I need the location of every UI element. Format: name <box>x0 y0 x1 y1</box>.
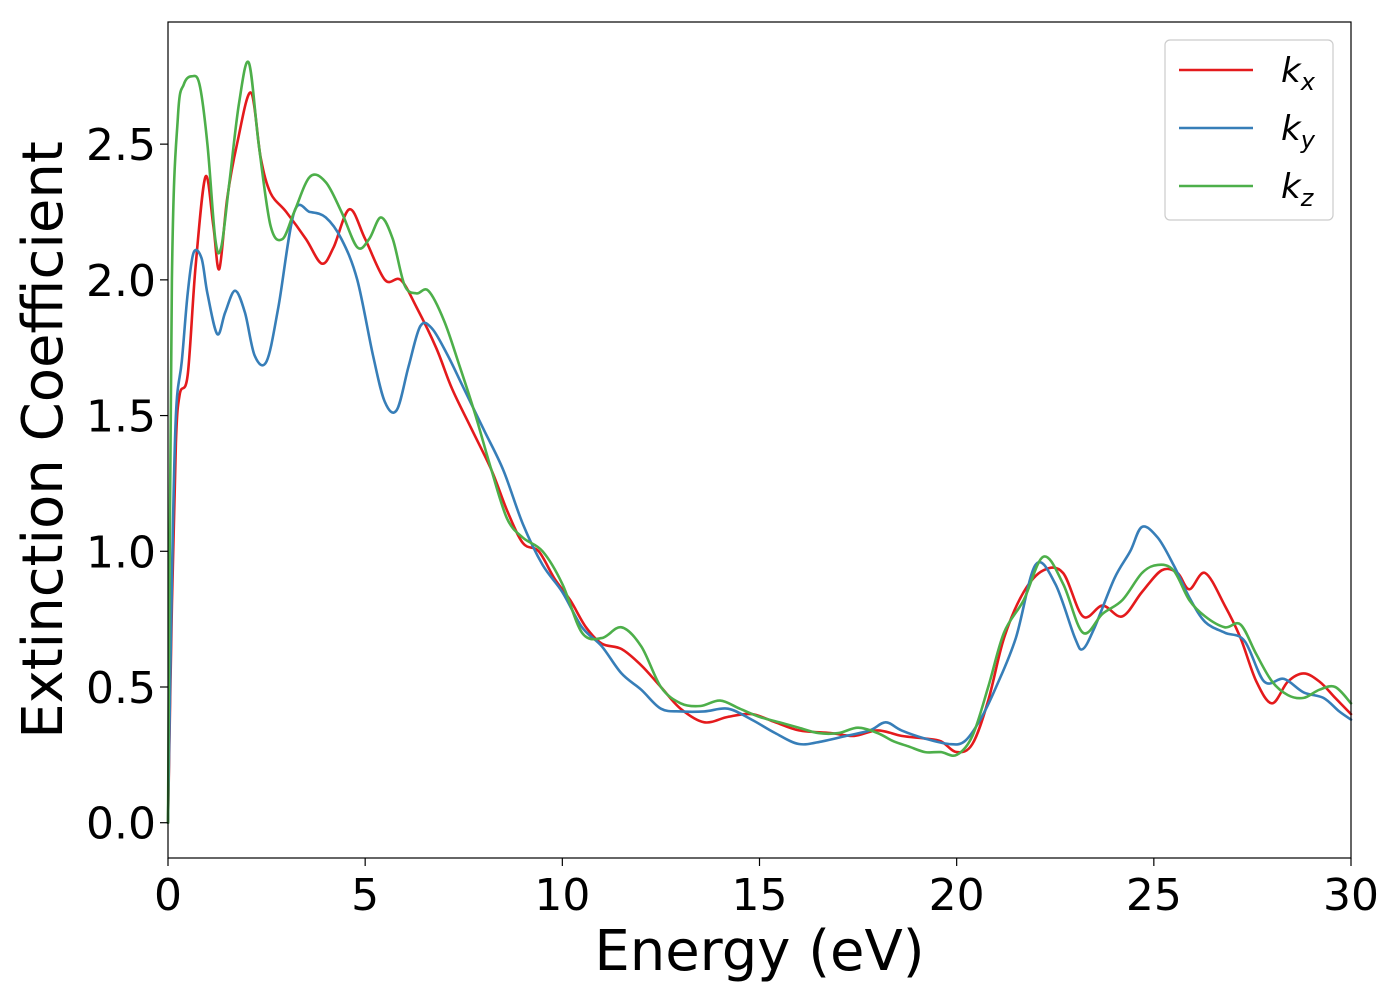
legend-label-x: kx <box>1281 51 1316 96</box>
x-tick-label: 10 <box>534 870 590 921</box>
y-tick-label: 2.0 <box>86 256 156 307</box>
y-tick-label: 2.5 <box>86 120 156 171</box>
x-tick-label: 0 <box>154 870 182 921</box>
series-layer <box>166 60 1353 824</box>
y-axis-label: Extinction Coefficient <box>11 141 76 739</box>
legend-label-main: k <box>1281 167 1302 207</box>
y-tick-label: 1.0 <box>86 527 156 578</box>
series-line-x <box>166 91 1353 824</box>
x-tick-label: 5 <box>351 870 379 921</box>
y-tick-label: 0.0 <box>86 799 156 850</box>
x-axis-label: Energy (eV) <box>594 919 924 984</box>
legend-label-sub: z <box>1300 184 1315 212</box>
y-tick-label: 1.5 <box>86 392 156 443</box>
series-line-y <box>166 203 1353 824</box>
x-tick-label: 20 <box>929 870 985 921</box>
legend-label-y: ky <box>1281 109 1316 154</box>
y-axis: 0.0 0.5 1.0 1.5 2.0 2.5 <box>86 120 168 850</box>
legend-label-z: kz <box>1281 167 1315 212</box>
y-tick-label: 0.5 <box>86 663 156 714</box>
x-tick-label: 30 <box>1323 870 1379 921</box>
legend-box <box>1164 39 1334 221</box>
x-tick-label: 25 <box>1126 870 1182 921</box>
legend-label-main: k <box>1281 51 1302 91</box>
series-line-z <box>166 60 1353 824</box>
x-tick-label: 15 <box>732 870 788 921</box>
legend-label-sub: x <box>1300 68 1316 96</box>
legend-label-main: k <box>1281 109 1302 149</box>
x-axis: 0 5 10 15 20 25 30 <box>154 858 1379 921</box>
legend-label-sub: y <box>1300 126 1316 154</box>
